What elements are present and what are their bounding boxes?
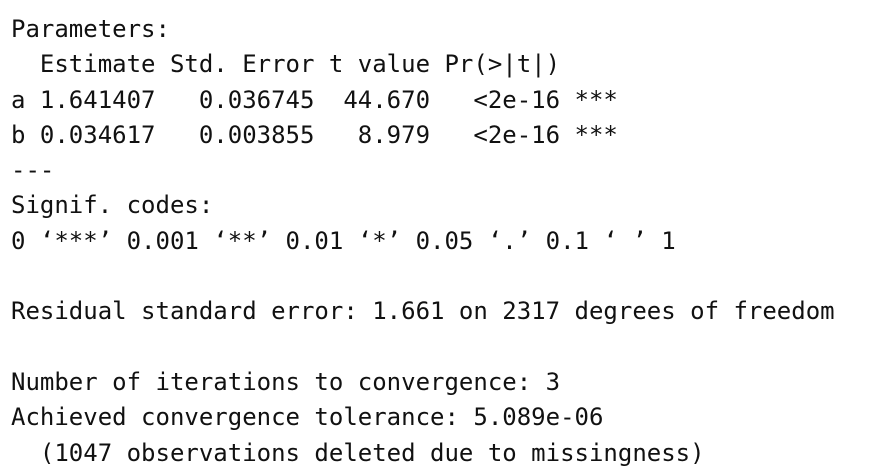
iterations-line: Number of iterations to convergence: 3	[11, 367, 561, 396]
tolerance-line: Achieved convergence tolerance: 5.089e-0…	[11, 403, 604, 432]
console-output: Parameters: Estimate Std. Error t value …	[11, 12, 881, 471]
section-title: Parameters:	[11, 15, 170, 43]
table-row: b 0.034617 0.003855 8.979 <2e-16 ***	[11, 120, 618, 149]
section-title: Signif. codes:	[11, 191, 214, 220]
signif-codes: 0 ‘***’ 0.001 ‘**’ 0.01 ‘*’ 0.05 ‘.’ 0.1…	[11, 226, 676, 255]
table-header: Estimate Std. Error t value Pr(>|t|)	[11, 50, 561, 79]
separator: ---	[11, 156, 55, 185]
note-line: (1047 observations deleted due to missin…	[11, 438, 705, 467]
table-row: a 1.641407 0.036745 44.670 <2e-16 ***	[11, 85, 618, 114]
residual-line: Residual standard error: 1.661 on 2317 d…	[11, 297, 835, 326]
